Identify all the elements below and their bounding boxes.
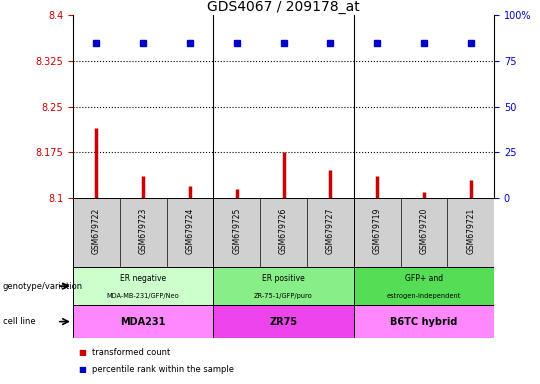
Text: GSM679721: GSM679721 bbox=[466, 208, 475, 254]
Title: GDS4067 / 209178_at: GDS4067 / 209178_at bbox=[207, 0, 360, 14]
Bar bbox=[213, 305, 354, 338]
Text: estrogen-independent: estrogen-independent bbox=[387, 293, 461, 299]
Text: ER positive: ER positive bbox=[262, 274, 305, 283]
Text: MDA231: MDA231 bbox=[120, 316, 166, 327]
Text: GSM679726: GSM679726 bbox=[279, 208, 288, 254]
Bar bbox=[354, 198, 494, 267]
Text: GSM679725: GSM679725 bbox=[232, 208, 241, 254]
Bar bbox=[354, 267, 494, 305]
Text: ZR75: ZR75 bbox=[269, 316, 298, 327]
Text: GSM679719: GSM679719 bbox=[373, 208, 382, 254]
Text: MDA-MB-231/GFP/Neo: MDA-MB-231/GFP/Neo bbox=[107, 293, 179, 299]
Text: GSM679720: GSM679720 bbox=[420, 208, 428, 254]
Bar bbox=[213, 198, 354, 267]
Text: ■: ■ bbox=[78, 348, 86, 357]
Text: cell line: cell line bbox=[3, 317, 35, 326]
Text: genotype/variation: genotype/variation bbox=[3, 281, 83, 291]
Text: ZR-75-1/GFP/puro: ZR-75-1/GFP/puro bbox=[254, 293, 313, 299]
Text: GSM679727: GSM679727 bbox=[326, 208, 335, 254]
Text: transformed count: transformed count bbox=[92, 348, 170, 357]
Text: GSM679722: GSM679722 bbox=[92, 208, 101, 254]
Text: ER negative: ER negative bbox=[120, 274, 166, 283]
Bar bbox=[213, 267, 354, 305]
Text: percentile rank within the sample: percentile rank within the sample bbox=[92, 365, 234, 374]
Text: GSM679723: GSM679723 bbox=[139, 208, 147, 254]
Text: GFP+ and: GFP+ and bbox=[405, 274, 443, 283]
Bar bbox=[73, 267, 213, 305]
Bar bbox=[354, 305, 494, 338]
Bar bbox=[73, 305, 213, 338]
Text: GSM679724: GSM679724 bbox=[185, 208, 194, 254]
Text: B6TC hybrid: B6TC hybrid bbox=[390, 316, 457, 327]
Bar bbox=[73, 198, 213, 267]
Text: ■: ■ bbox=[78, 365, 86, 374]
